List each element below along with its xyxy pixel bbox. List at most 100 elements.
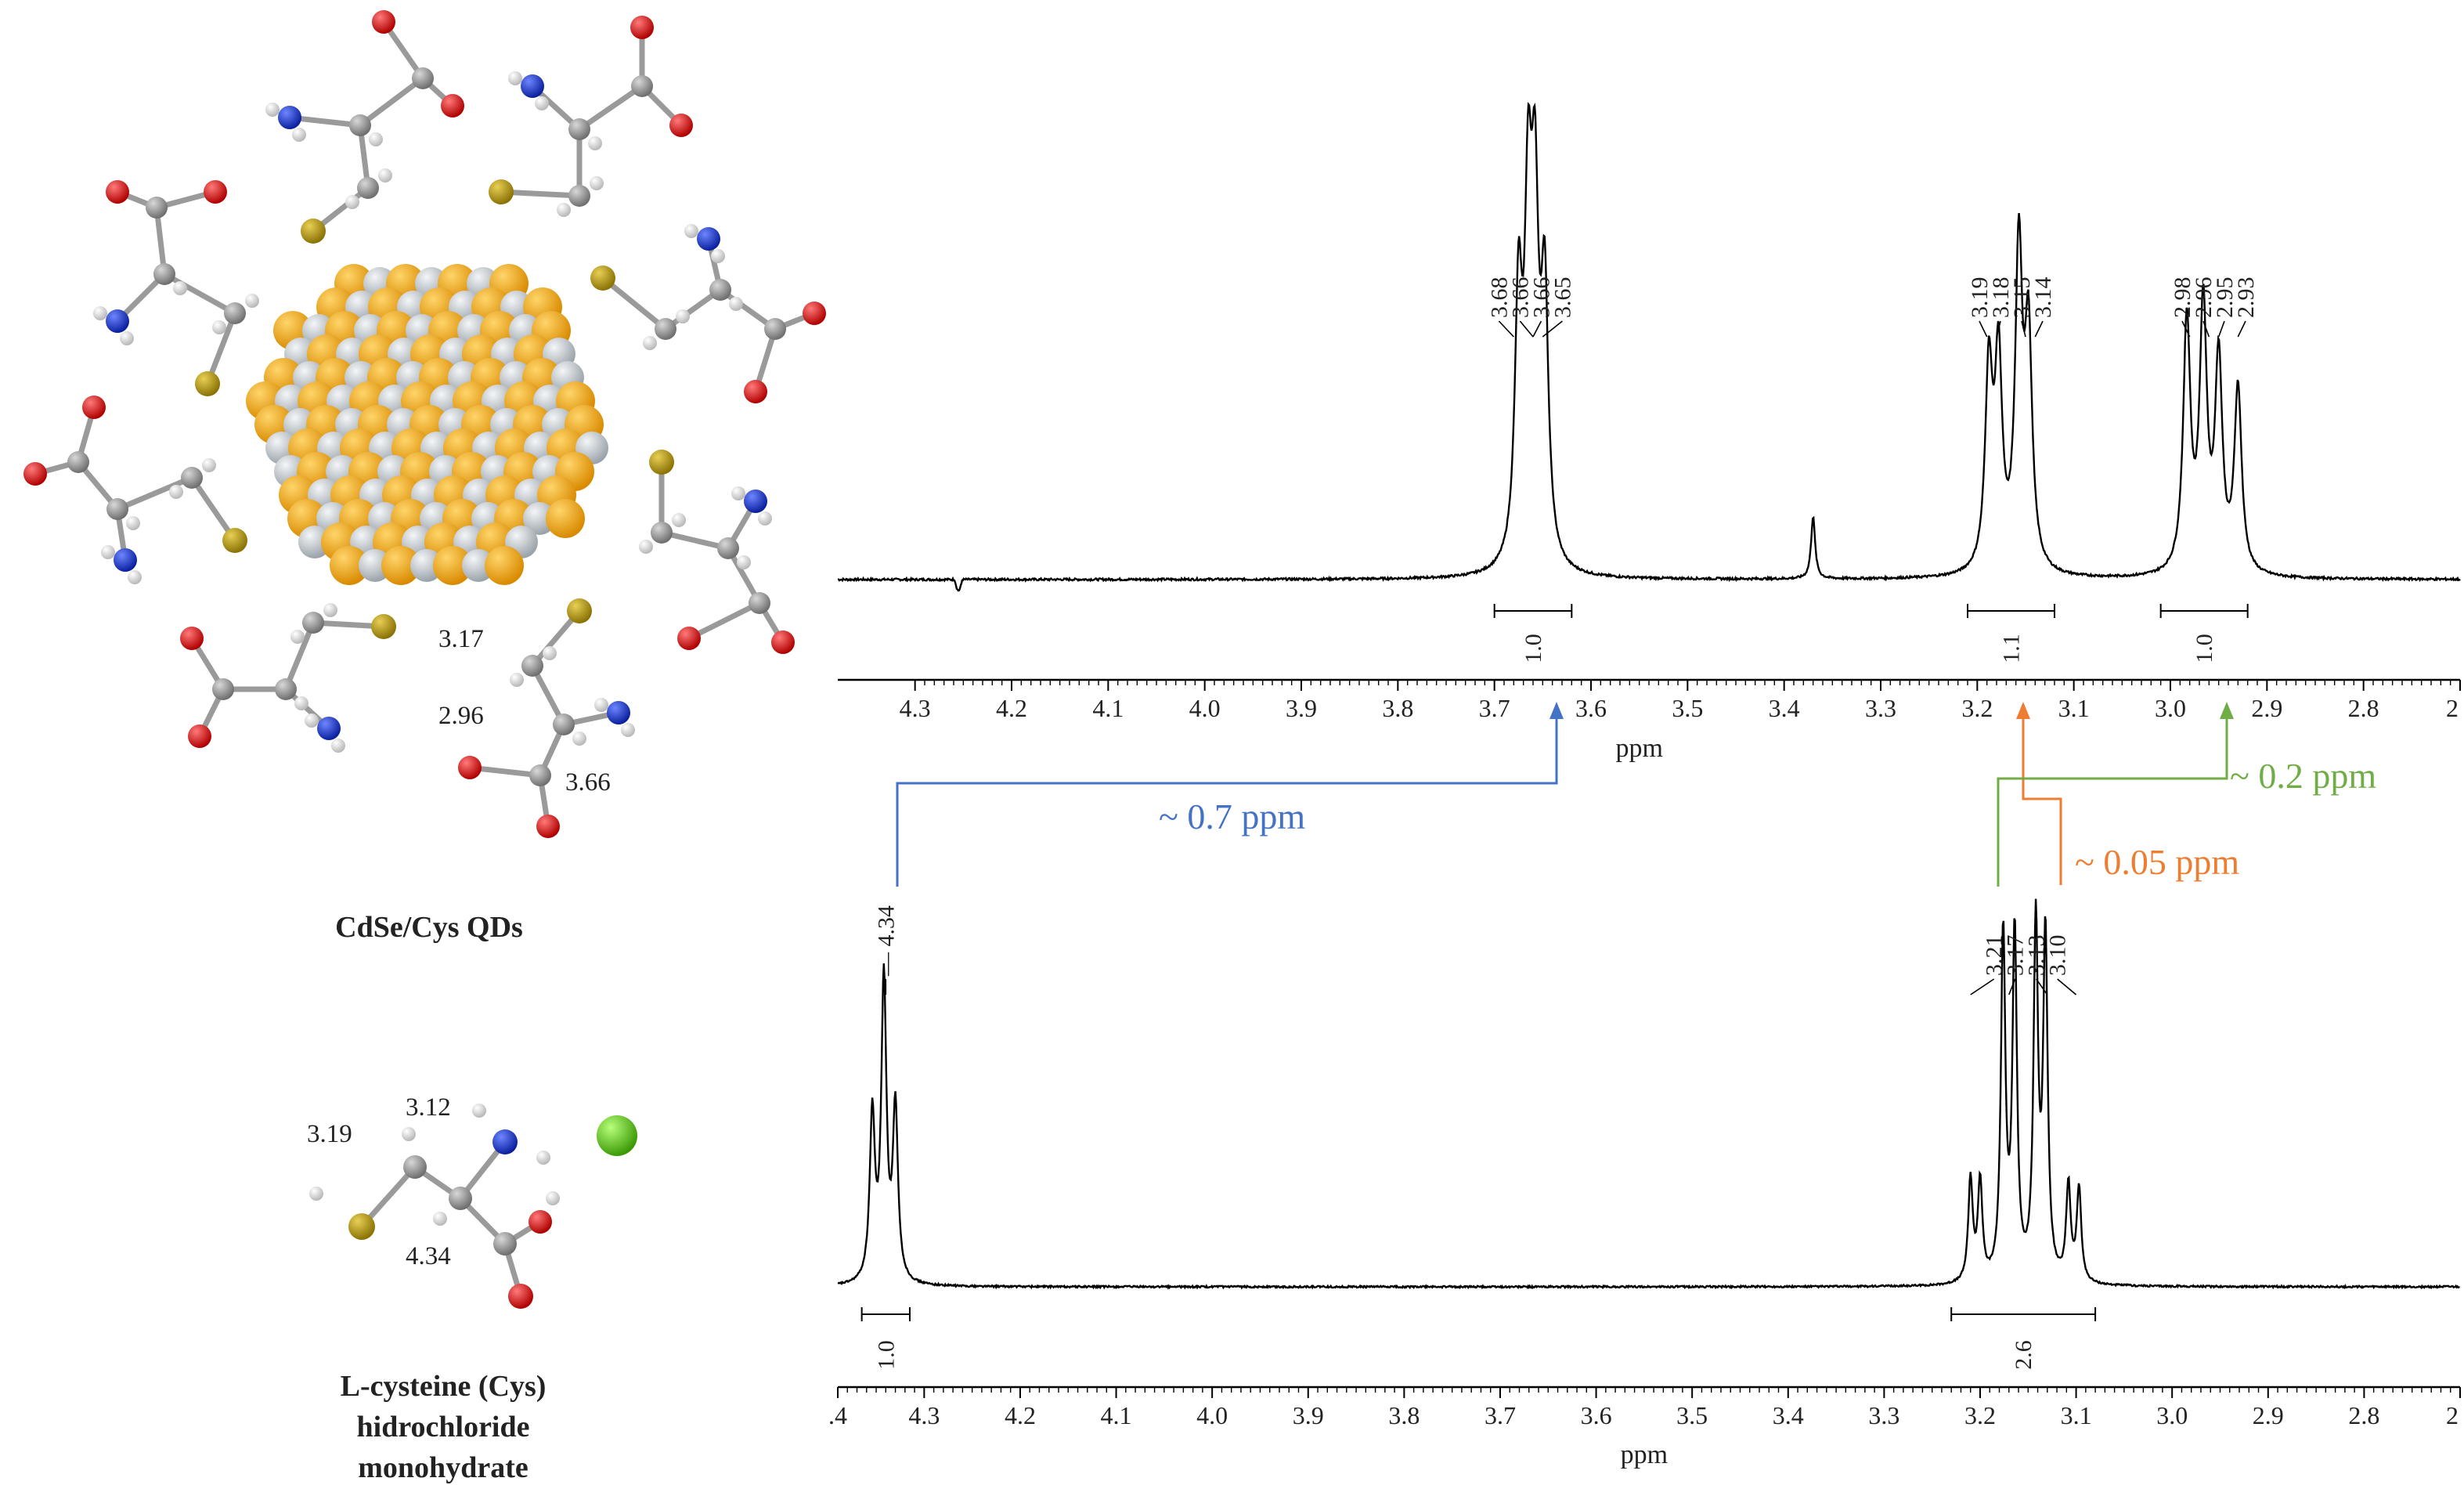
peak-label-connector [1519,320,1534,338]
x-tick-label: 2 [2446,1401,2459,1429]
h-atom [672,513,686,527]
bond [283,620,316,692]
n-atom [744,490,767,513]
h-atom [402,1127,416,1141]
h-atom [594,698,608,712]
cys-label-line2: hidrochloride [357,1411,530,1443]
peak-label: 3.19 [1967,277,1993,319]
peak-label-connector [1979,320,1988,338]
c-atom [357,177,379,199]
h-atom [93,306,107,320]
x-tick-label: 3.5 [1672,694,1703,722]
o-atom [23,462,47,486]
x-tick-label: 3.4 [1773,1401,1804,1429]
x-tick-label: 3.2 [1964,1401,1996,1429]
peak-label: 3.68 [1486,277,1512,319]
orange-shift-arrow [2022,717,2062,885]
x-tick-label: 4.2 [1005,1401,1036,1429]
spectrum-peak [1998,373,2000,374]
o-atom [536,815,560,838]
integral-label: 1.0 [873,1340,899,1370]
h-atom [543,646,557,660]
qd-molecule-model [23,10,826,838]
c-atom [553,714,575,735]
x-tick-label: 3.2 [1961,694,1993,722]
peak-label: 3.17 [2003,935,2029,977]
h-atom [433,1212,447,1226]
shift-arrows: ~ 0.7 ppm ~ 0.05 ppm ~ 0.2 ppm [896,702,2376,887]
h-atom [621,723,635,737]
o-atom [458,756,482,779]
s-atom [371,614,396,639]
s-atom [195,371,220,396]
bond [576,83,645,132]
h-atom [120,331,134,345]
cd-atom [546,499,585,538]
x-tick-label: 3.1 [2061,1401,2092,1429]
cys-shift-4-34: 4.34 [406,1242,451,1270]
h-atom [169,485,183,499]
h-atom [588,136,602,150]
qd-spectrum-panel: 4.3 4.2 4.1 4.0 3.9 3.8 3.7 3.6 3.5 3.4 3.3 3.2 3.1 3… [837,102,2461,763]
integral-label: 1.1 [1999,634,2025,663]
h-atom [331,739,345,753]
spectrum-peak [1528,258,1529,260]
o-atom [677,627,701,650]
s-atom [348,1213,375,1240]
h-atom [126,516,140,530]
x-axis-title: ppm [1621,1440,1668,1469]
peak-label-connector [2237,320,2246,338]
x-tick-label: 2 [2446,694,2459,722]
o-atom [508,1284,533,1309]
peak-label: 3.66 [1507,277,1533,319]
s-atom [489,179,514,204]
n-atom [492,1129,518,1154]
peak-label-connector [1498,320,1514,338]
peak-label-connector [1542,320,1563,338]
s-atom [222,528,247,553]
x-tick-label: 4.3 [900,694,931,722]
s-atom [590,266,615,291]
o-atom [803,302,826,325]
h-atom [294,696,308,710]
blue-shift-arrow [896,717,1558,887]
n-atom [317,717,341,740]
h-atom [508,71,522,85]
peak-label: 2.93 [2233,277,2259,319]
x-tick-label: 3.8 [1388,1401,1420,1429]
spectrum-peak [2218,369,2220,370]
h-atom [731,486,745,500]
s-atom [301,219,326,244]
c-atom [302,612,324,634]
n-atom [607,701,630,724]
peak-label-connector [1532,320,1542,338]
o-atom [669,114,693,137]
h-atom [305,714,319,728]
h-atom [535,96,549,110]
o-atom [529,1210,552,1234]
c-atom [181,467,203,489]
peak-label: 2.95 [2212,277,2238,319]
green-shift-arrow [1997,717,2228,887]
bond [161,271,238,316]
h-atom [369,132,383,146]
x-tick-label: 3.4 [1769,694,1800,722]
bond [498,189,583,199]
cys-label-line3: monohydrate [358,1451,528,1484]
qd-shift-3-66: 3.66 [565,768,611,797]
o-atom [744,380,767,403]
peak-label: 3.65 [1549,277,1575,319]
cys-molecule-model [309,1104,637,1309]
bond [189,475,238,544]
peak-label-connector [2057,978,2077,995]
peak-label-connector [2202,320,2210,338]
o-atom [82,396,106,419]
peak-label-connector [1996,320,2001,338]
integral-label: 1.0 [1521,634,1546,663]
n-atom [114,548,137,572]
c-atom [275,678,297,700]
c-atom [212,678,234,700]
h-atom [202,458,216,472]
blue-arrow-head [1549,702,1564,719]
